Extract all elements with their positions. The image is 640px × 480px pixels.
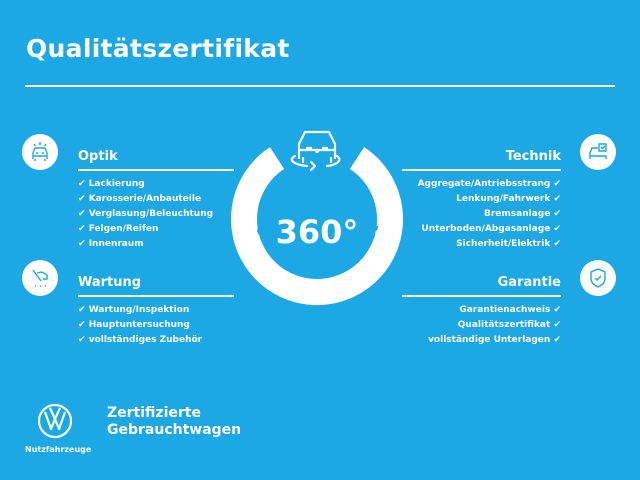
check-icon: ✔: [553, 194, 561, 204]
section-heading-wartung: Wartung: [78, 275, 142, 290]
check-icon: ✔: [553, 320, 561, 330]
divider: [402, 295, 561, 297]
360-check-badge: 360° Gebrauchtwagen-Check: [217, 110, 403, 305]
check-icon: ✔: [78, 305, 86, 315]
list-item: Bremsanlage ✔: [418, 207, 561, 222]
divider: [25, 85, 615, 87]
divider: [402, 169, 561, 171]
list-item: ✔ Lackierung: [78, 177, 213, 192]
divider: [78, 295, 234, 297]
list-item: Garantienachweis ✔: [428, 303, 561, 318]
check-icon: ✔: [78, 335, 86, 345]
list-optik: ✔ Lackierung ✔ Karosserie/Anbauteile ✔ Ver…: [78, 177, 213, 252]
ring: [231, 147, 403, 305]
list-item-label: Felgen/Reifen: [88, 224, 159, 234]
list-item-label: Sicherheit/Elektrik: [456, 239, 551, 249]
car-rotate-icon: [290, 130, 341, 172]
divider: [78, 169, 234, 171]
section-heading-garantie: Garantie: [497, 275, 561, 290]
list-item: ✔ vollständiges Zubehör: [78, 333, 202, 348]
list-item: ✔ Wartung/Inspektion: [78, 303, 202, 318]
list-item: ✔ Innenraum: [78, 237, 213, 252]
list-item: Unterboden/Abgasanlage ✔: [418, 222, 561, 237]
list-item: Lenkung/Fahrwerk ✔: [418, 192, 561, 207]
check-icon: ✔: [553, 335, 561, 345]
vw-logo-icon: [37, 403, 73, 439]
list-item: Qualitätszertifikat ✔: [428, 318, 561, 333]
list-item: vollständige Unterlagen ✔: [428, 333, 561, 348]
list-garantie: Garantienachweis ✔ Qualitätszertifikat ✔ v…: [428, 303, 561, 348]
list-item: ✔ Karosserie/Anbauteile: [78, 192, 213, 207]
check-icon: ✔: [553, 305, 561, 315]
check-icon: ✔: [78, 239, 86, 249]
check-icon: ✔: [78, 194, 86, 204]
tagline: Zertifizierte Gebrauchtwagen: [107, 405, 241, 439]
page-title: Qualitätszertifikat: [26, 34, 290, 63]
tagline-line2: Gebrauchtwagen: [107, 422, 242, 438]
brand-name: Nutzfahrzeuge: [25, 445, 92, 454]
check-icon: ✔: [553, 239, 561, 249]
list-item-label: Aggregate/Antriebsstrang: [417, 179, 551, 189]
list-item-label: Verglasung/Beleuchtung: [88, 209, 214, 219]
list-item-label: Unterboden/Abgasanlage: [421, 224, 551, 234]
list-item: ✔ Verglasung/Beleuchtung: [78, 207, 213, 222]
tagline-line1: Zertifizierte: [107, 405, 201, 421]
list-item-label: Wartung/Inspektion: [88, 305, 190, 315]
list-wartung: ✔ Wartung/Inspektion ✔ Hauptuntersuchung ✔…: [78, 303, 202, 348]
check-icon: ✔: [553, 179, 561, 189]
check-icon: ✔: [78, 320, 86, 330]
list-item-label: Bremsanlage: [483, 209, 551, 219]
car-service-icon: [22, 260, 58, 296]
list-item-label: Lackierung: [88, 179, 145, 189]
list-item-label: Karosserie/Anbauteile: [88, 194, 202, 204]
check-icon: ✔: [78, 224, 86, 234]
list-item-label: vollständiges Zubehör: [88, 335, 203, 345]
list-item: ✔ Hauptuntersuchung: [78, 318, 202, 333]
list-item-label: Hauptuntersuchung: [88, 320, 190, 330]
car-checklist-icon: [580, 134, 616, 170]
car-lights-icon: [22, 134, 58, 170]
check-icon: ✔: [78, 209, 86, 219]
360-label: 360°: [276, 213, 359, 251]
list-item-label: vollständige Unterlagen: [428, 335, 551, 345]
shield-check-icon: [580, 260, 616, 296]
check-icon: ✔: [78, 179, 86, 189]
list-technik: Aggregate/Antriebsstrang ✔ Lenkung/Fahrwe…: [418, 177, 561, 252]
check-icon: ✔: [553, 209, 561, 219]
list-item-label: Garantienachweis: [459, 305, 551, 315]
section-heading-optik: Optik: [78, 149, 118, 164]
section-heading-technik: Technik: [505, 149, 561, 164]
list-item: Sicherheit/Elektrik ✔: [418, 237, 561, 252]
check-icon: ✔: [553, 224, 561, 234]
list-item-label: Innenraum: [88, 239, 144, 249]
list-item-label: Lenkung/Fahrwerk: [456, 194, 551, 204]
list-item-label: Qualitätszertifikat: [457, 320, 551, 330]
list-item: Aggregate/Antriebsstrang ✔: [418, 177, 561, 192]
list-item: ✔ Felgen/Reifen: [78, 222, 213, 237]
